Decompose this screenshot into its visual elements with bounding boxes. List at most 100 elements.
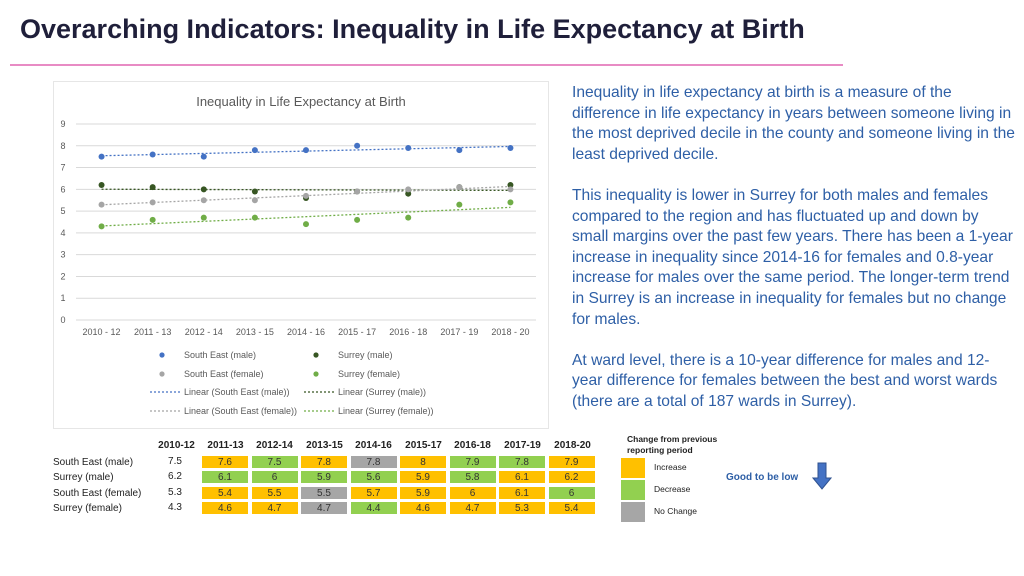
table-cell: 4.6 bbox=[399, 501, 447, 515]
data-point bbox=[354, 216, 361, 223]
legend-label: Surrey (female) bbox=[338, 369, 400, 379]
table-cell: 5.3 bbox=[498, 501, 546, 515]
table-cell: 4.7 bbox=[448, 501, 497, 515]
data-point bbox=[456, 147, 463, 154]
data-point bbox=[98, 201, 105, 208]
table-cell: 7.6 bbox=[201, 455, 249, 469]
data-point bbox=[98, 153, 105, 160]
data-point bbox=[405, 214, 412, 221]
table-cell: 7.9 bbox=[547, 455, 596, 469]
data-point bbox=[251, 197, 258, 204]
y-tick-label: 3 bbox=[60, 250, 65, 260]
data-point bbox=[507, 181, 514, 188]
table-column-header: 2013-15 bbox=[306, 440, 343, 451]
data-point bbox=[507, 199, 514, 206]
y-tick-label: 9 bbox=[60, 119, 65, 129]
data-point bbox=[354, 142, 361, 149]
x-tick-label: 2011 - 13 bbox=[134, 327, 171, 337]
legend-trend-label: Linear (South East (female)) bbox=[184, 406, 297, 416]
table-cell: 5.7 bbox=[349, 486, 398, 500]
y-tick-label: 1 bbox=[60, 293, 65, 303]
data-point bbox=[98, 223, 105, 230]
decrease-label: Decrease bbox=[654, 484, 691, 494]
table-cell: 6 bbox=[448, 486, 497, 500]
y-tick-label: 6 bbox=[60, 184, 65, 194]
table-cell: 5.4 bbox=[547, 501, 596, 515]
x-tick-label: 2016 - 18 bbox=[389, 327, 427, 337]
table-cell: 5.9 bbox=[300, 470, 348, 484]
table-cell: 7.5 bbox=[168, 456, 182, 467]
table-row-label: South East (female) bbox=[53, 488, 142, 499]
data-point bbox=[98, 181, 105, 188]
data-point bbox=[200, 214, 207, 221]
table-column-header: 2012-14 bbox=[256, 440, 293, 451]
table-column-header: 2016-18 bbox=[454, 440, 491, 451]
y-tick-label: 8 bbox=[60, 141, 65, 151]
x-tick-label: 2013 - 15 bbox=[236, 327, 274, 337]
table-cell: 5.8 bbox=[448, 470, 497, 484]
table-cell: 5.3 bbox=[168, 487, 182, 498]
x-tick-label: 2018 - 20 bbox=[491, 327, 529, 337]
life-expectancy-chart: Inequality in Life Expectancy at Birth 0 1… bbox=[60, 94, 536, 416]
data-point bbox=[200, 153, 207, 160]
data-point bbox=[507, 144, 514, 151]
table-cell: 6 bbox=[250, 470, 299, 484]
legend-trend-label: Linear (South East (male)) bbox=[184, 387, 290, 397]
chart-container: Inequality in Life Expectancy at Birth 0 1… bbox=[53, 81, 549, 429]
arrow-down-icon bbox=[812, 462, 832, 490]
table-column-header: 2018-20 bbox=[554, 440, 591, 451]
data-point bbox=[303, 221, 309, 228]
table-cell: 6.1 bbox=[498, 470, 546, 484]
table-cell: 8 bbox=[399, 455, 447, 469]
table-cell: 7.5 bbox=[250, 455, 299, 469]
table-cell: 6.2 bbox=[547, 470, 596, 484]
data-point bbox=[200, 197, 207, 204]
table-cell: 5.6 bbox=[349, 470, 398, 484]
table-cell: 6.2 bbox=[168, 471, 182, 482]
x-tick-label: 2017 - 19 bbox=[440, 327, 478, 337]
table-cell: 5.9 bbox=[399, 486, 447, 500]
data-point bbox=[354, 188, 361, 195]
table-cell: 5.5 bbox=[300, 486, 348, 500]
y-tick-label: 5 bbox=[60, 206, 65, 216]
table-cell: 6 bbox=[547, 486, 596, 500]
data-point bbox=[405, 190, 412, 197]
data-point bbox=[405, 186, 412, 193]
table-row-label: Surrey (male) bbox=[53, 472, 114, 483]
chart-title: Inequality in Life Expectancy at Birth bbox=[196, 94, 406, 109]
y-tick-label: 4 bbox=[60, 228, 65, 238]
table-row-label: Surrey (female) bbox=[53, 503, 122, 514]
data-point bbox=[303, 192, 309, 199]
legend-marker bbox=[313, 352, 319, 358]
table-column-header: 2011-13 bbox=[207, 440, 244, 451]
table-cell: 4.6 bbox=[201, 501, 249, 515]
table-cell: 4.7 bbox=[250, 501, 299, 515]
data-point bbox=[149, 199, 156, 206]
trendline bbox=[101, 206, 511, 227]
table-cell: 4.3 bbox=[168, 502, 182, 513]
table-cell: 7.9 bbox=[448, 455, 497, 469]
legend-marker bbox=[159, 371, 165, 377]
x-tick-label: 2010 - 12 bbox=[83, 327, 121, 337]
data-point bbox=[405, 144, 412, 151]
y-tick-label: 0 bbox=[60, 315, 65, 325]
table-cell: 6.1 bbox=[498, 486, 546, 500]
data-point bbox=[303, 147, 309, 154]
data-point bbox=[251, 214, 258, 221]
legend-label: South East (female) bbox=[184, 369, 264, 379]
data-point bbox=[251, 188, 258, 195]
description-paragraph-2: This inequality is lower in Surrey for b… bbox=[572, 186, 1013, 328]
x-tick-label: 2015 - 17 bbox=[338, 327, 376, 337]
table-cell: 7.8 bbox=[349, 455, 398, 469]
legend-marker bbox=[159, 352, 165, 358]
nochange-label: No Change bbox=[654, 506, 698, 516]
table-row-label: South East (male) bbox=[53, 457, 134, 468]
table-column-header: 2010-12 bbox=[158, 440, 195, 451]
y-tick-label: 2 bbox=[60, 271, 65, 281]
data-point bbox=[149, 216, 156, 223]
legend-trend-label: Linear (Surrey (male)) bbox=[338, 387, 426, 397]
increase-swatch bbox=[621, 458, 645, 478]
data-point bbox=[200, 186, 207, 193]
legend-marker bbox=[313, 371, 319, 377]
table-cell: 7.8 bbox=[498, 455, 546, 469]
